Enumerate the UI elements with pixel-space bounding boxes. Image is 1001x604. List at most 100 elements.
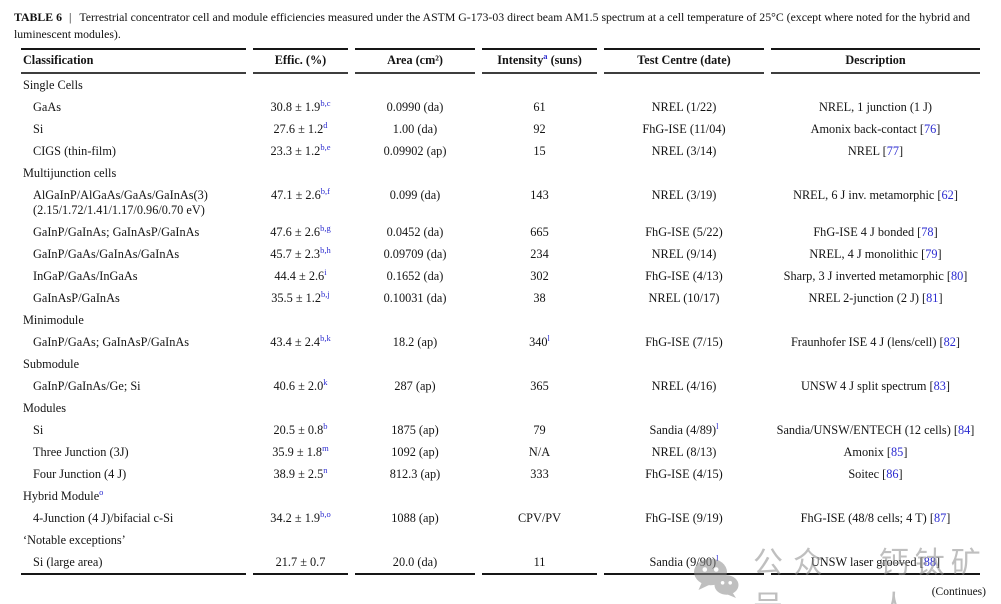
caption-text: Terrestrial concentrator cell and module…: [14, 10, 971, 41]
area-cell: 812.3 (ap): [389, 466, 441, 481]
footnote-sup: l: [716, 552, 719, 563]
footnote-sup: b: [323, 420, 328, 431]
section-label: Modules: [23, 400, 67, 415]
classification-cell: InGaP/GaAs/InGaAs: [33, 268, 138, 283]
table-row: Four Junction (4 J) 38.9 ± 2.5n 812.3 (ap)…: [21, 463, 980, 485]
efficiency-cell: 45.7 ± 2.3b,h: [270, 244, 331, 261]
area-cell: 20.0 (da): [355, 551, 475, 575]
section-row: Single Cells: [21, 74, 980, 96]
section-label: Submodule: [23, 356, 80, 371]
test-centre-cell: Sandia (9/90)l: [604, 551, 764, 575]
test-centre-cell: NREL (4/16): [651, 378, 717, 393]
table-number: TABLE 6: [14, 10, 62, 24]
description-cell: NREL, 4 J monolithic [79]: [809, 246, 942, 261]
section-label: Minimodule: [23, 312, 84, 327]
section-row: ‘Notable exceptions’: [21, 529, 980, 551]
intensity-cell: N/A: [528, 444, 551, 459]
section-label: Hybrid Moduleo: [23, 486, 104, 503]
table-header: Classification Effic. (%) Area (cm²) Int…: [21, 48, 980, 74]
intensity-cell: 143: [530, 187, 549, 202]
column-header-efficiency: Effic. (%): [253, 48, 348, 74]
efficiency-cell: 38.9 ± 2.5n: [273, 464, 328, 481]
area-cell: 1.00 (da): [392, 121, 438, 136]
reference-number: 80: [950, 268, 964, 283]
table-row: GaInP/GaInAs; GaInAsP/GaInAs 47.6 ± 2.6b,…: [21, 221, 980, 243]
table-row: Si 20.5 ± 0.8b 1875 (ap) 79 Sandia (4/89)l Sa…: [21, 419, 980, 441]
footnote-sup: n: [323, 464, 328, 475]
reference-number: 83: [933, 378, 946, 393]
classification-cell: GaInAsP/GaInAs: [33, 290, 120, 305]
test-centre-cell: FhG-ISE (5/22): [645, 224, 723, 239]
test-centre-cell: FhG-ISE (4/13): [645, 268, 723, 283]
column-header-test-centre: Test Centre (date): [604, 48, 764, 74]
intensity-cell: 302: [530, 268, 549, 283]
table-row: CIGS (thin-film) 23.3 ± 1.2b,e 0.09902 (ap…: [21, 140, 980, 162]
efficiency-cell: 23.3 ± 1.2b,e: [270, 141, 331, 158]
classification-cell: Si: [33, 121, 44, 136]
test-centre-cell: FhG-ISE (11/04): [642, 121, 726, 136]
footnote-sup: b,h: [320, 244, 331, 255]
test-centre-cell: NREL (3/14): [651, 143, 717, 158]
area-cell: 1088 (ap): [391, 510, 439, 525]
table-row: InGaP/GaAs/InGaAs 44.4 ± 2.6i 0.1652 (da) 3…: [21, 265, 980, 287]
table-row: Si (large area) 21.7 ± 0.7 20.0 (da) 11 Sand…: [21, 551, 980, 575]
footnote-sup: l: [716, 420, 719, 431]
section-row: Modules: [21, 397, 980, 419]
area-cell: 287 (ap): [394, 378, 436, 393]
intensity-cell: 365: [530, 378, 549, 393]
reference-number: 81: [926, 290, 939, 305]
reference-number: 62: [941, 187, 954, 202]
description-cell: Sharp, 3 J inverted metamorphic [80]: [783, 268, 968, 283]
table-row: Three Junction (3J) 35.9 ± 1.8m 1092 (ap) N…: [21, 441, 980, 463]
description-cell: FhG-ISE 4 J bonded [78]: [813, 224, 938, 239]
intensity-cell: 665: [530, 224, 549, 239]
intensity-cell: 92: [533, 121, 546, 136]
test-centre-cell: FhG-ISE (7/15): [645, 334, 723, 349]
area-cell: 0.0990 (da): [386, 99, 444, 114]
intensity-cell: 234: [530, 246, 549, 261]
classification-cell: GaInP/GaAs/GaInAs/GaInAs: [33, 246, 180, 261]
classification-cell: Three Junction (3J): [33, 444, 129, 459]
table-row: GaInAsP/GaInAs 35.5 ± 1.2b,j 0.10031 (da) 3…: [21, 287, 980, 309]
footnote-sup: d: [323, 119, 328, 130]
classification-cell: 4-Junction (4 J)/bifacial c-Si: [33, 510, 174, 525]
reference-number: 78: [921, 224, 934, 239]
classification-cell: Four Junction (4 J): [33, 466, 127, 481]
intensity-cell: 15: [533, 143, 546, 158]
column-header-area: Area (cm²): [355, 48, 475, 74]
intensity-cell: 79: [533, 422, 546, 437]
intensity-cell: 333: [530, 466, 549, 481]
test-centre-cell: NREL (1/22): [651, 99, 717, 114]
description-cell: UNSW laser grooved [88]: [771, 551, 980, 575]
reference-number: 86: [886, 466, 899, 481]
intensity-cell: 11: [482, 551, 597, 575]
footnote-sup: m: [322, 442, 329, 453]
section-label: Single Cells: [23, 77, 83, 92]
description-cell: NREL, 6 J inv. metamorphic [62]: [793, 187, 958, 202]
footnote-sup: i: [324, 266, 327, 277]
reference-number: 85: [891, 444, 904, 459]
efficiency-cell: 47.6 ± 2.6b,g: [270, 222, 331, 239]
efficiency-cell: 44.4 ± 2.6i: [274, 266, 327, 283]
reference-number: 82: [943, 334, 956, 349]
description-cell: Sandia/UNSW/ENTECH (12 cells) [84]: [776, 422, 975, 437]
classification-cell: GaInP/GaInAs; GaInAsP/GaInAs: [33, 224, 200, 239]
table-row: GaInP/GaAs/GaInAs/GaInAs 45.7 ± 2.3b,h 0.0…: [21, 243, 980, 265]
footnote-sup: l: [547, 332, 550, 343]
description-cell: NREL [77]: [847, 143, 904, 158]
efficiency-cell: 27.6 ± 1.2d: [273, 119, 328, 136]
table-row: GaAs 30.8 ± 1.9b,c 0.0990 (da) 61 NREL (1/22…: [21, 96, 980, 118]
classification-cell: Si: [33, 422, 44, 437]
footnote-sup: b,e: [320, 141, 331, 152]
area-cell: 1875 (ap): [391, 422, 439, 437]
header-row: Classification Effic. (%) Area (cm²) Int…: [21, 48, 980, 74]
caption-separator: |: [68, 10, 72, 24]
efficiency-cell: 40.6 ± 2.0k: [273, 376, 328, 393]
classification-cell: GaInP/GaAs; GaInAsP/GaInAs: [33, 334, 190, 349]
efficiency-cell: 35.5 ± 1.2b,j: [271, 288, 330, 305]
classification-cell: GaAs: [33, 99, 62, 114]
section-label: Multijunction cells: [23, 165, 117, 180]
reference-number: 79: [925, 246, 938, 261]
description-cell: NREL, 1 junction (1 J): [818, 99, 933, 114]
classification-cell: AlGaInP/AlGaAs/GaAs/GaInAs(3) (2.15/1.72/…: [21, 184, 246, 221]
